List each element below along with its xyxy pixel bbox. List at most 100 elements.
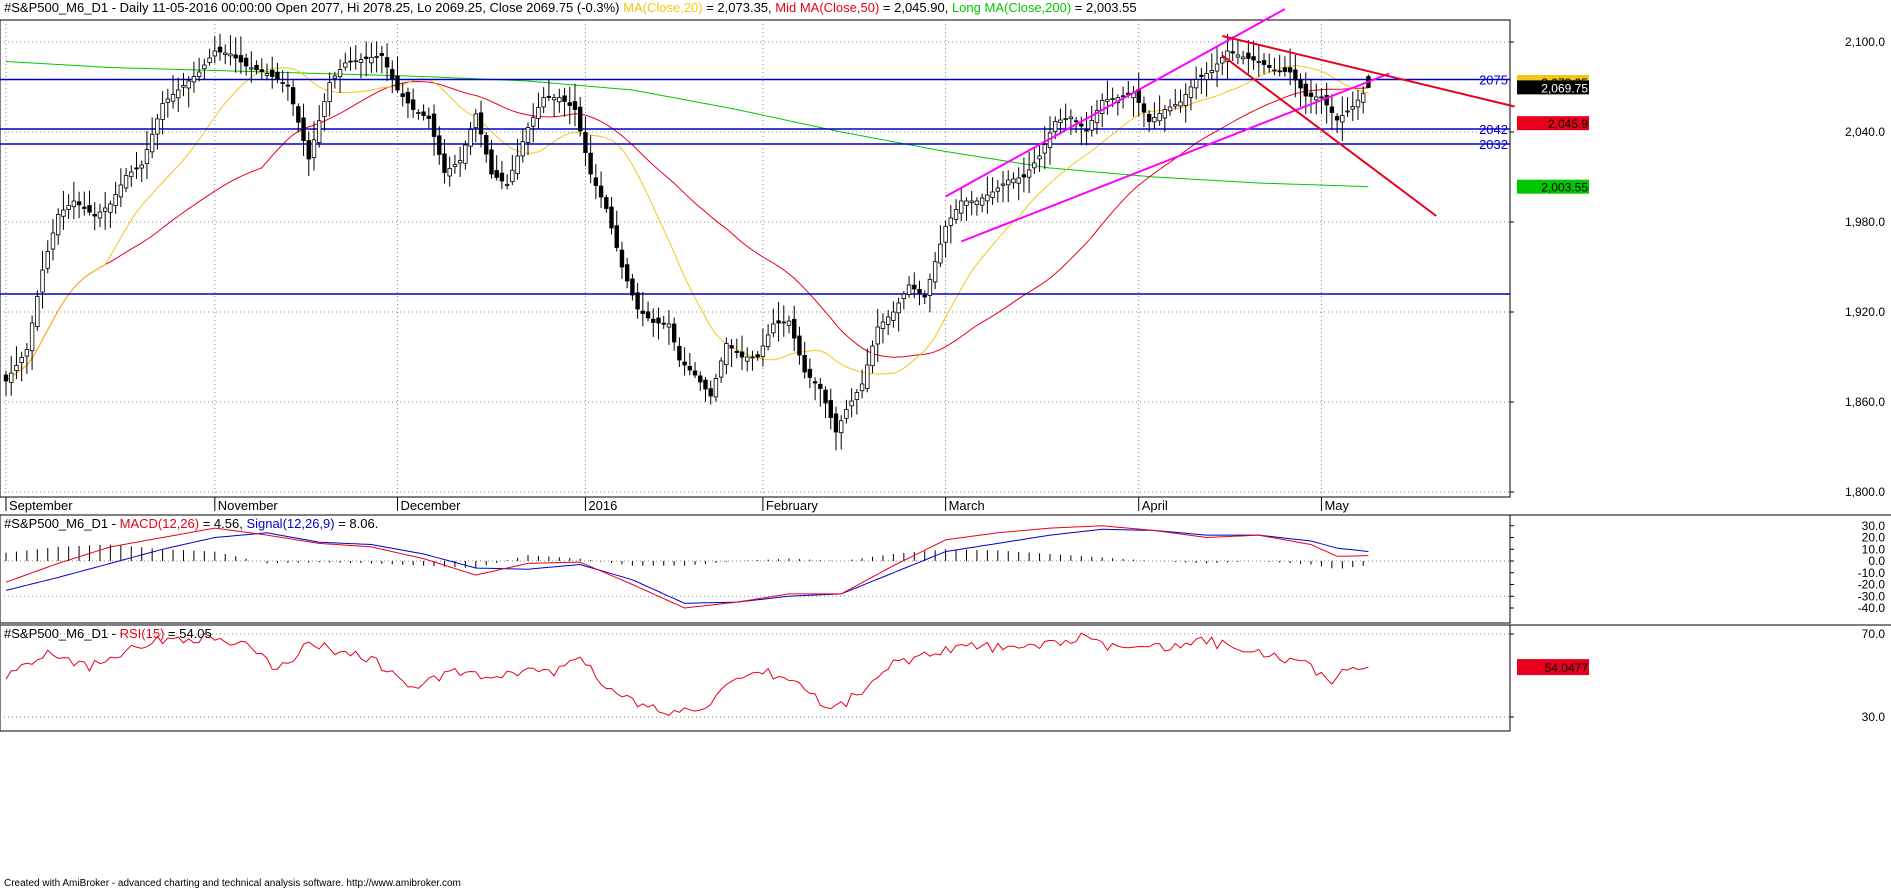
macd-value: = 4.56, [199,516,247,531]
ma20-value: = 2,073.35, [702,0,776,15]
last-value-label: 2,003.55 [1541,181,1588,195]
candle-body [191,76,197,83]
candle-body [1272,69,1277,72]
candle-body [1006,179,1011,186]
candle-body [755,354,760,358]
candle-body [614,225,619,248]
macd-pane-title: #S&P500_M6_D1 - MACD(12,26) = 4.56, Sign… [4,516,378,531]
candle-body [92,213,97,217]
candle-body [410,99,416,110]
candle-body [217,46,223,53]
candle-body [677,345,682,361]
price-y-tick-label: 1,800.0 [1845,485,1885,499]
candle-body [1100,100,1105,115]
candle-body [927,278,933,296]
candle-body [1193,79,1199,89]
candle-body [724,343,729,366]
candle-body [771,323,776,334]
price-y-tick-label: 2,100.0 [1845,35,1885,49]
candle-body [1068,116,1074,120]
candle-body [400,93,405,97]
candle-body [311,139,317,158]
candle-body [651,318,656,323]
signal-line [5,528,1369,604]
candle-body [1000,183,1006,186]
candle-body [369,57,374,64]
macd-pane: 30.020.010.00.0-10.0-20.0-30.0-40.0 [0,514,1891,624]
signal-value: = 8.06. [334,516,379,531]
x-axis-label: 2016 [588,498,617,513]
footer-credit: Created with AmiBroker - advanced charti… [4,878,461,889]
candle-body [29,322,35,352]
candle-body [802,355,807,373]
candle-body [546,95,552,98]
candle-body [1026,169,1032,178]
ma200-line [5,61,1369,188]
ma50-value: = 2,045.90, [879,0,952,15]
candle-body [447,168,452,177]
candle-body [854,392,860,400]
candle-body [238,55,244,63]
candle-body [708,388,713,397]
candle-body [1340,115,1345,123]
candle-body [567,102,572,106]
candle-body [865,364,870,389]
candle-body [301,117,306,142]
candle-body [875,326,880,345]
rsi-symbol: #S&P500_M6_D1 - [4,626,120,641]
bar-info: - Daily 11-05-2016 00:00:00 Open 2077, H… [108,0,624,15]
candle-body [19,356,24,363]
candle-body [1235,54,1241,58]
candle-body [1167,106,1173,112]
candle-body [468,129,473,147]
x-axis-label: February [766,498,819,513]
candle-body [1240,56,1246,60]
candle-body [202,64,207,70]
candle-body [431,113,437,137]
x-axis-label: September [9,498,73,513]
candle-body [1188,86,1194,98]
candle-body [395,75,400,91]
macd-y-tick-label: 30.0 [1862,519,1886,533]
candle-body [374,56,379,58]
candle-body [144,149,150,165]
candle-body [270,69,275,77]
candle-body [1178,101,1183,107]
candle-body [186,80,191,89]
rsi-frame [0,624,1511,732]
candle-body [379,53,385,56]
candle-body [953,209,959,220]
channel-upper-line [945,8,1286,198]
candle-body [416,112,421,114]
price-y-tick-label: 1,980.0 [1845,215,1885,229]
candle-body [129,171,134,178]
trend-line-lower [1221,54,1437,217]
candle-body [990,191,995,198]
candle-body [405,91,411,104]
price-y-tick-label: 1,920.0 [1845,305,1885,319]
candle-body [640,310,646,314]
candle-body [306,140,311,160]
candle-body [139,164,144,169]
candle-body [207,57,212,63]
candle-body [1261,60,1267,65]
candle-body [792,318,797,339]
candle-body [1314,96,1319,101]
candle-body [885,316,891,325]
price-pane: 2,100.0 2,040.0 1,980.0 1,920.0 1,860.0 1,800… [0,8,1885,513]
macd-y-tick-label: -20.0 [1858,578,1886,592]
candle-body [316,120,322,143]
candle-body [134,167,139,170]
candle-body [1063,118,1068,120]
candle-body [1298,79,1303,89]
candle-body [1334,116,1340,121]
candle-body [56,214,61,236]
candle-body [588,152,593,175]
candle-body [1058,119,1063,123]
x-axis-label: March [949,498,985,513]
candle-body [812,381,818,384]
last-value-label: 2,069.75 [1541,81,1588,95]
candle-body [489,149,494,175]
candle-body [118,184,124,198]
candle-body [969,200,974,204]
